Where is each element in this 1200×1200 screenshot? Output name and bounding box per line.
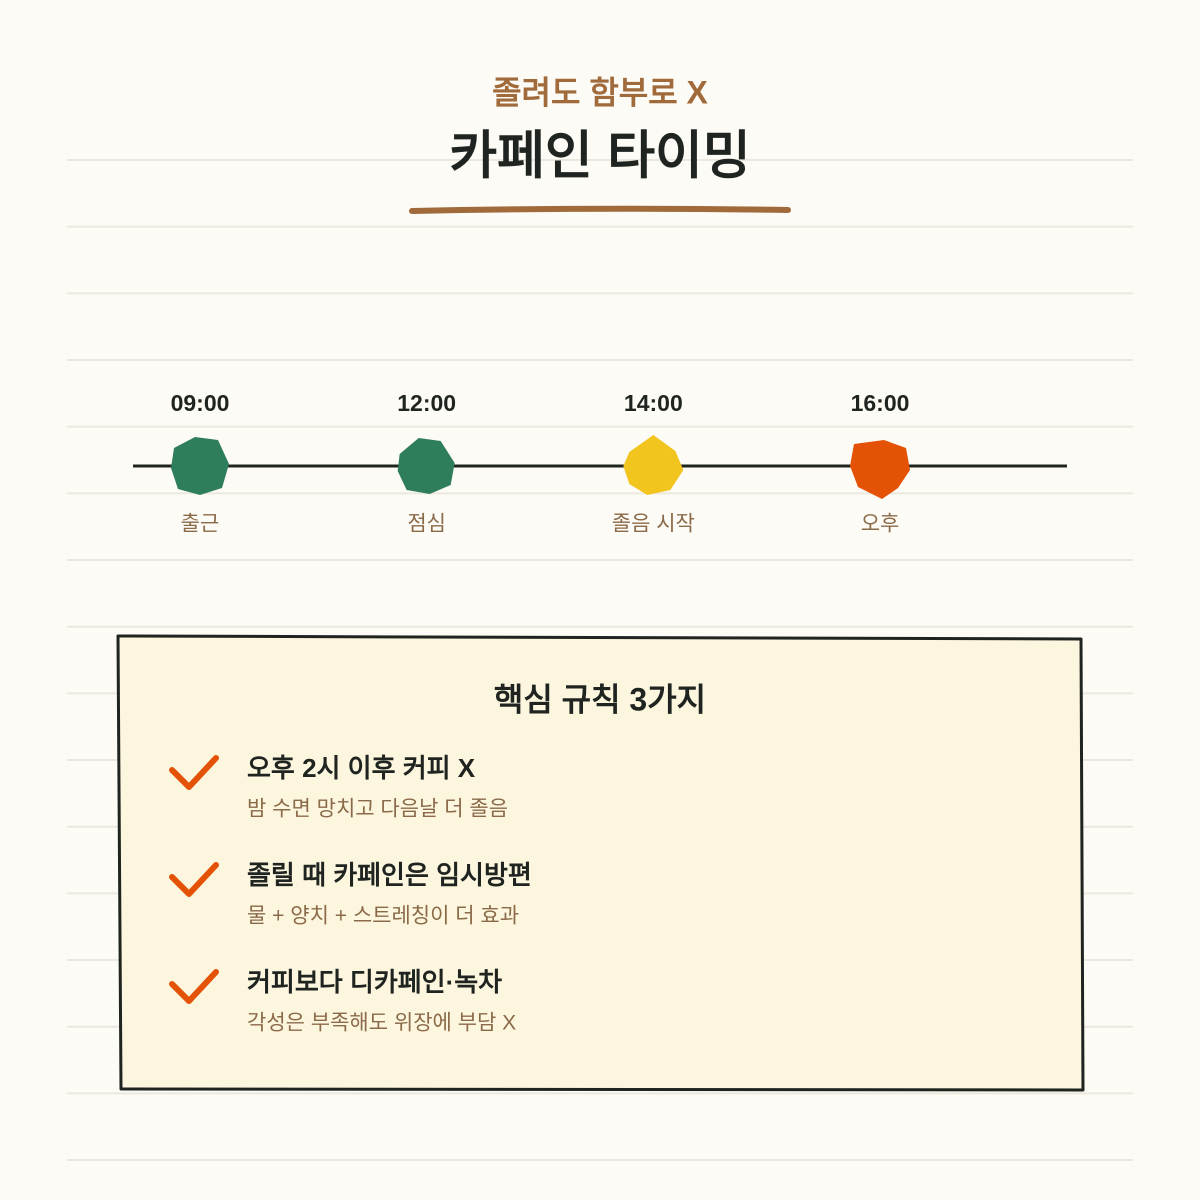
rules-heading: 핵심 규칙 3가지 <box>494 681 706 717</box>
time-label: 16:00 <box>851 390 910 416</box>
event-label: 졸음 시작 <box>612 513 695 536</box>
check-icon <box>169 862 219 897</box>
rule-title: 졸릴 때 카페인은 임시방편 <box>247 860 532 890</box>
time-dot <box>623 435 684 495</box>
event-label: 오후 <box>861 513 900 536</box>
rule-detail: 밤 수면 망치고 다음날 더 졸음 <box>247 798 508 821</box>
rule-title: 커피보다 디카페인·녹차 <box>247 967 502 997</box>
timeline: 09:00 출근 12:00 점심 14:00 졸음 시작 16:00 오후 <box>171 390 911 536</box>
title-underline <box>409 205 791 214</box>
time-label: 12:00 <box>397 390 456 416</box>
time-dot <box>171 437 229 495</box>
event-label: 출근 <box>181 513 220 536</box>
time-dot <box>850 440 911 499</box>
rule-title: 오후 2시 이후 커피 X <box>247 753 476 783</box>
subtitle: 졸려도 함부로 X <box>492 74 708 110</box>
check-icon <box>169 969 219 1004</box>
check-icon <box>169 755 219 790</box>
rules-box <box>116 634 1085 1092</box>
event-label: 점심 <box>407 513 446 536</box>
rule-detail: 물 + 양치 + 스트레칭이 더 효과 <box>247 905 519 928</box>
time-label: 14:00 <box>624 390 683 416</box>
rule-detail: 각성은 부족해도 위장에 부담 X <box>247 1012 516 1035</box>
time-dot <box>397 438 455 494</box>
title: 카페인 타이밍 <box>449 128 751 186</box>
time-label: 09:00 <box>171 390 230 416</box>
